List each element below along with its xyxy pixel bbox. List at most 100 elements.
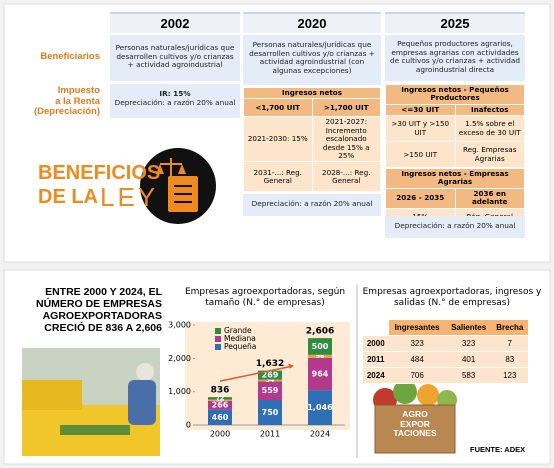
x-tick-label: 2011	[260, 430, 280, 439]
th: Salientes	[445, 320, 492, 336]
total-label: 2,606	[306, 327, 334, 337]
chart-title: Empresas agroexportadoras, según tamaño …	[184, 287, 346, 308]
td: 7	[491, 335, 528, 352]
td: 1.5% sobre el exceso de 30 UIT	[454, 115, 525, 143]
y-tick-label: 3,000	[168, 321, 191, 330]
text: AGRO	[402, 409, 428, 419]
value-label: 460	[212, 413, 229, 422]
crate-label: AGRO EXPOR TACIONES	[378, 409, 452, 439]
row-label: Beneficiarios	[40, 51, 100, 62]
value-label: 269	[262, 371, 279, 380]
td: 706	[388, 367, 446, 384]
trend-arrow	[288, 363, 294, 369]
td: 2028-...: Reg. General	[311, 161, 381, 193]
legend-label: Pequeña	[224, 342, 256, 351]
cell: IR: 15% Depreciación: a razón 20% anual	[110, 84, 240, 118]
value-label: 54	[266, 377, 274, 384]
text: IR: 15%	[159, 89, 191, 98]
photo-crates	[22, 380, 82, 410]
value-label: 500	[312, 342, 329, 351]
value-label: 72	[216, 395, 224, 402]
total-label: 1,632	[256, 359, 284, 369]
td: >150 UIT	[385, 141, 456, 169]
th: <=30 UIT	[385, 103, 456, 117]
table-title: Ingresos netos - Pequeños Productores	[385, 84, 525, 105]
total-label: 836	[211, 386, 230, 396]
y-tick-label: 0	[186, 421, 191, 430]
th: >1,700 UIT	[311, 98, 381, 118]
bar-segment	[208, 399, 232, 401]
bar-segment	[308, 358, 332, 391]
source: FUENTE: ADEX	[470, 445, 526, 454]
th: 2026 - 2035	[385, 187, 456, 209]
th: <1,700 UIT	[243, 98, 313, 118]
column-header: 2025	[385, 12, 525, 33]
cell: Personas naturales/jurídicas que desarro…	[243, 35, 381, 85]
table: Ingresos netos - Pequeños Productores <=…	[385, 84, 525, 169]
cell: Personas naturales/jurídicas que desarro…	[110, 35, 240, 81]
bar-segment	[258, 381, 282, 400]
bar-segment	[208, 400, 232, 410]
value-label: 1,046	[307, 403, 333, 412]
th: Inafectos	[454, 103, 525, 117]
bar-segment	[208, 409, 232, 425]
td: 2031-...: Reg. General	[243, 161, 313, 193]
legend-swatch	[215, 328, 221, 334]
text: Depreciación: a razón 20% anual	[114, 97, 236, 107]
scale-pans	[156, 164, 186, 174]
text: TACIONES	[393, 428, 437, 438]
bar-segment	[308, 354, 332, 358]
td: 2011	[363, 351, 389, 368]
bar-segment	[258, 400, 282, 425]
x-tick-label: 2000	[210, 430, 230, 439]
trend-line	[219, 365, 291, 382]
crate	[374, 404, 456, 454]
legend-label: Mediana	[224, 334, 256, 343]
value-label: 38	[216, 397, 224, 404]
value-label: 559	[262, 386, 279, 395]
table: Ingresos netos <1,700 UIT >1,700 UIT 2021…	[243, 86, 381, 193]
veg	[393, 380, 417, 404]
td: 323	[445, 335, 492, 352]
logo-text: LEY	[100, 182, 159, 212]
td: 83	[491, 351, 528, 368]
headline: ENTRE 2000 Y 2024, EL NÚMERO DE EMPRESAS…	[35, 286, 162, 334]
table-title: Empresas agroexportadoras, ingresos y sa…	[362, 287, 542, 308]
td: 2021-2027: Incremento escalonado desde 1…	[311, 116, 381, 163]
cell: Depreciación: a razón 20% anual	[385, 216, 525, 238]
bar-segment	[258, 370, 282, 380]
column-header: 2020	[243, 12, 381, 33]
td: 2024	[363, 367, 389, 384]
data-table: Ingresantes Salientes Brecha 2000 323 323 7 2…	[363, 320, 528, 384]
td: >30 UIT y >150 UIT	[385, 115, 456, 143]
th: Brecha	[491, 320, 528, 336]
photo-person	[128, 380, 156, 425]
td: 583	[445, 367, 492, 384]
bar-segment	[308, 390, 332, 425]
table-title: Ingresos netos - Empresas Agrarias	[385, 168, 525, 189]
legend-label: Grande	[224, 326, 252, 335]
row-label: Impuesto a la Renta (Depreciación)	[34, 85, 100, 117]
cell: Pequeños productores agrarios, empresas …	[385, 35, 525, 81]
td: 2021-2030: 15%	[243, 116, 313, 163]
column-header: 2002	[110, 12, 240, 33]
th: Ingresantes	[388, 320, 446, 336]
bar-segment	[258, 379, 282, 382]
veg	[417, 384, 439, 406]
bar-segment	[308, 338, 332, 355]
x-tick-label: 2024	[310, 430, 330, 439]
table-title: Ingresos netos	[243, 86, 381, 100]
th: 2036 en adelante	[454, 187, 525, 209]
table: Ingresos netos - Empresas Agrarias 2026 …	[385, 168, 525, 227]
td: 484	[388, 351, 446, 368]
th	[363, 320, 389, 336]
bar-segment	[208, 397, 232, 400]
logo-text: BENEFICIOS	[38, 162, 161, 184]
cell: Depreciación: a razón 20% anual	[243, 194, 381, 216]
value-label: 266	[212, 401, 229, 410]
td: Reg. Empresas Agrarias	[454, 141, 525, 169]
text: EXPOR	[400, 418, 430, 429]
legend-swatch	[215, 336, 221, 342]
legend-swatch	[215, 344, 221, 350]
value-label: 964	[312, 370, 329, 379]
